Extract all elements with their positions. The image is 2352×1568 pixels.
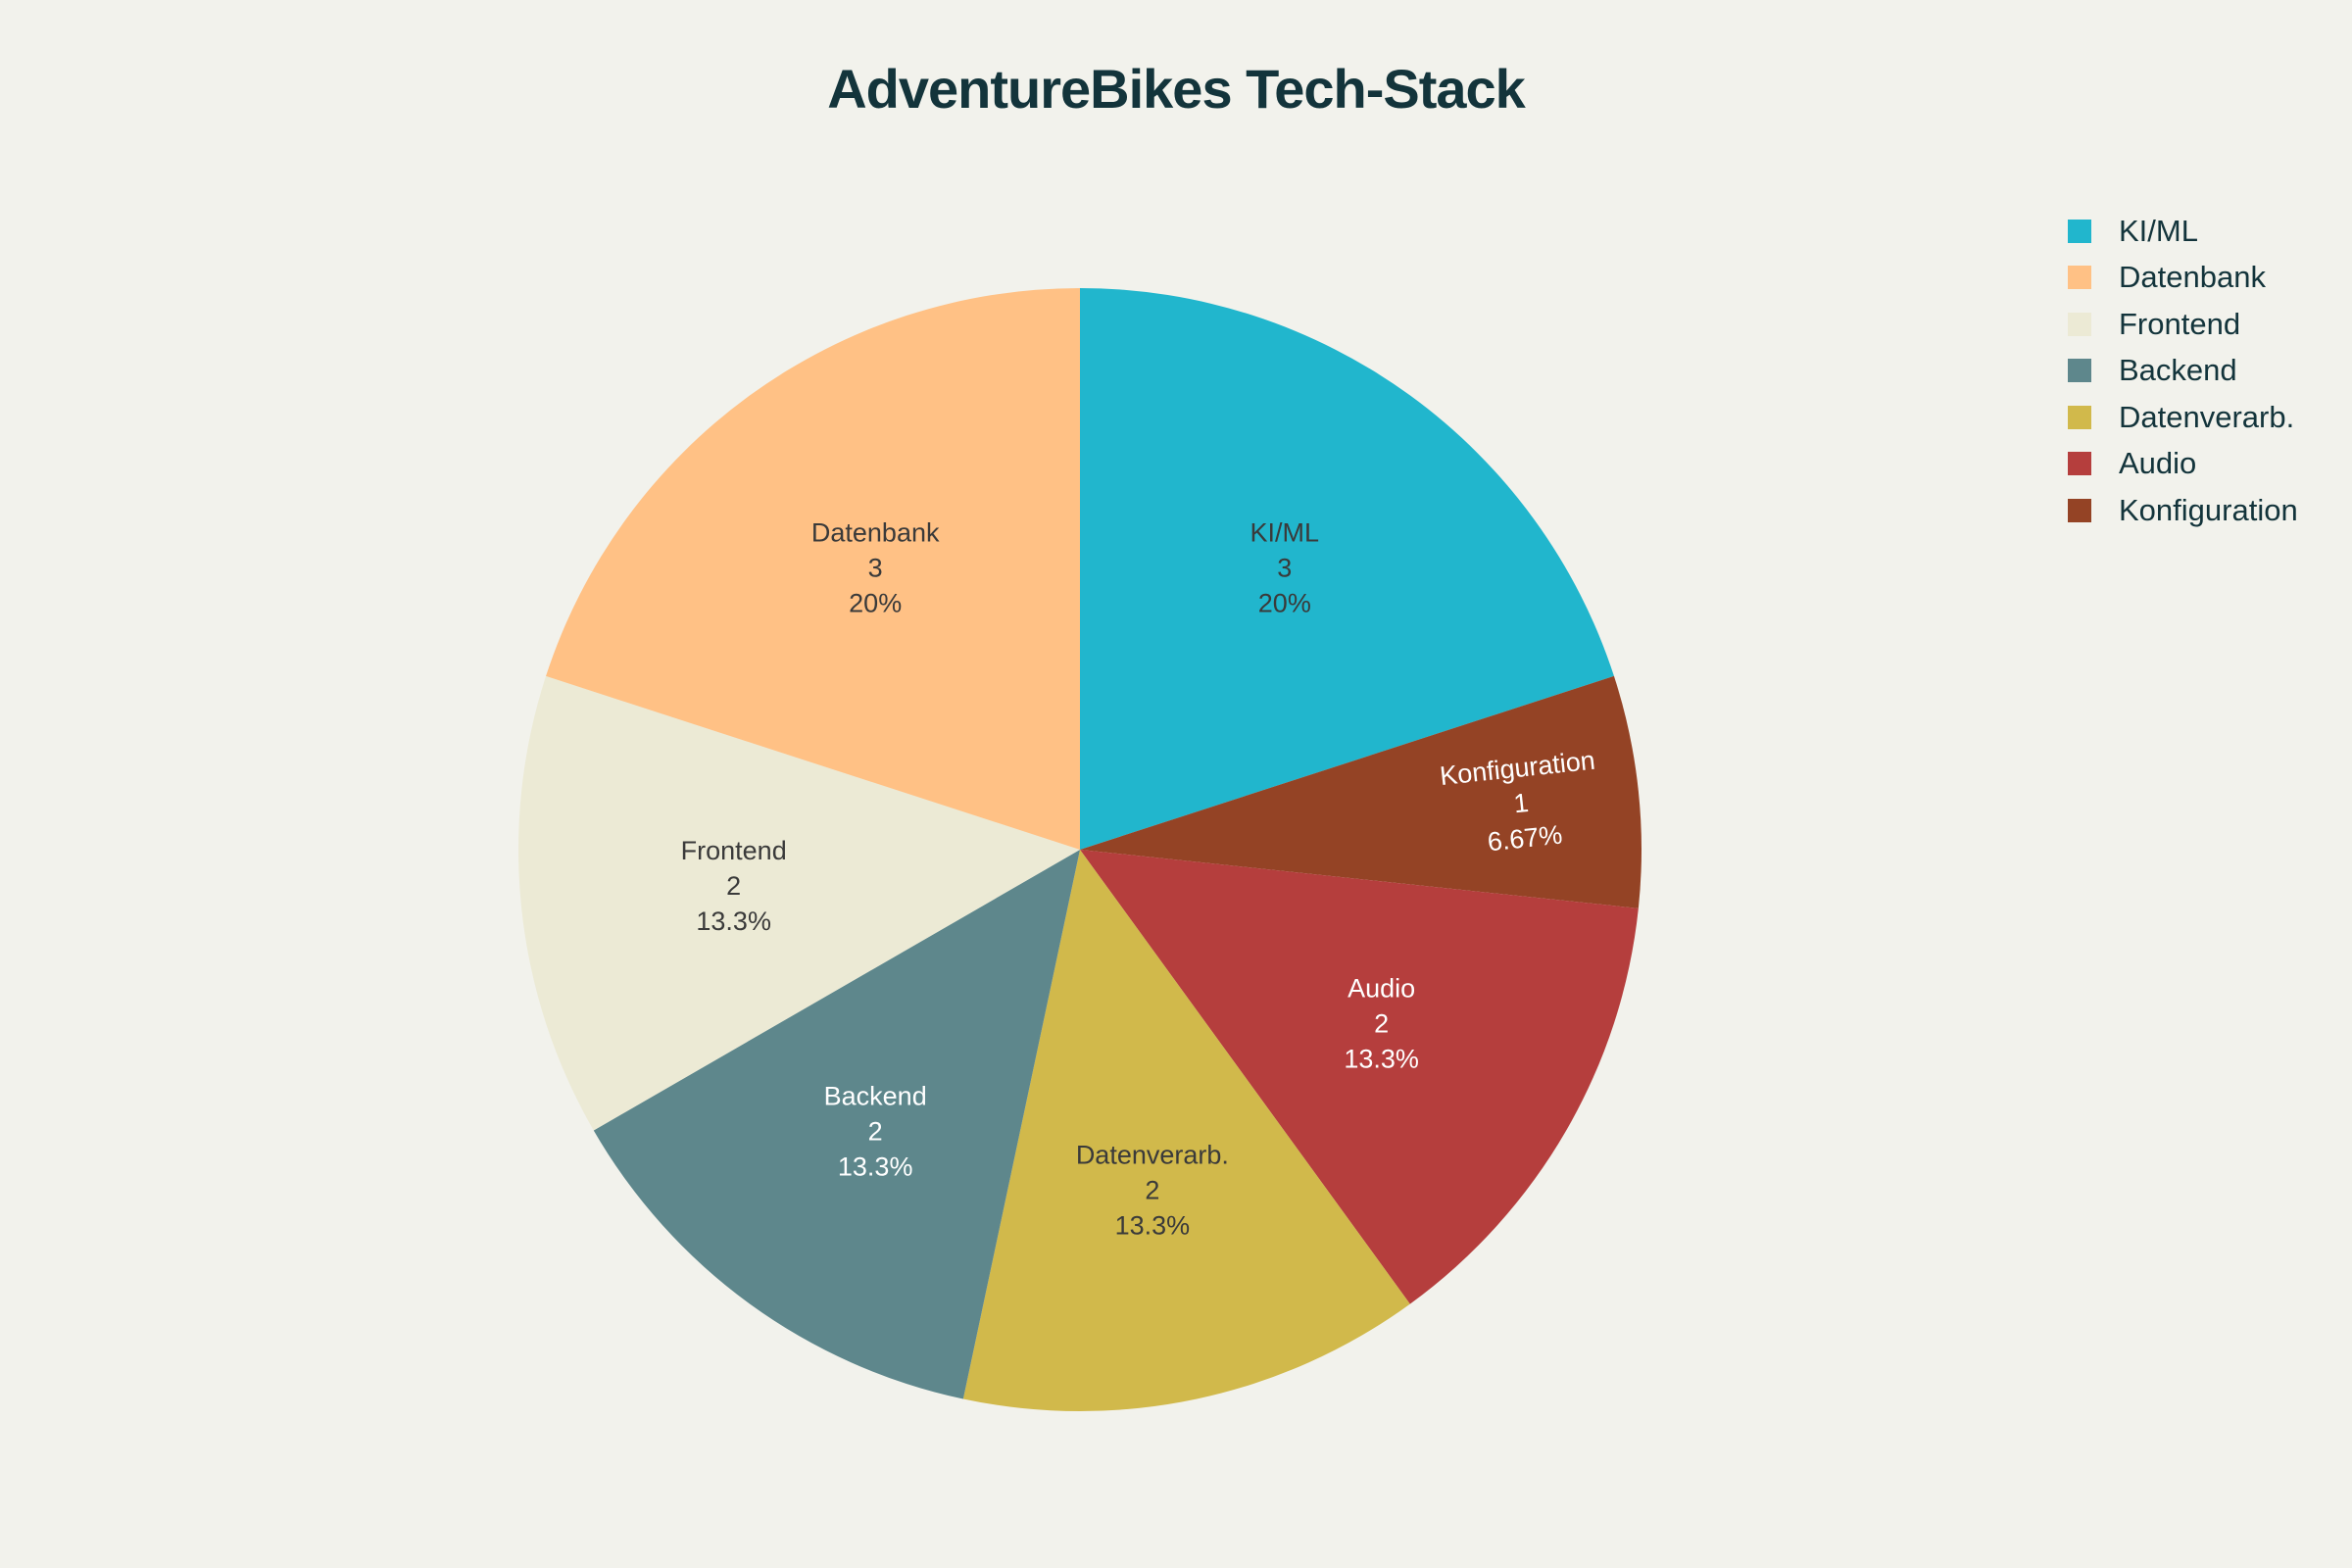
chart-title: AdventureBikes Tech-Stack [827, 58, 1526, 120]
legend-label: Datenverarb. [2119, 399, 2295, 434]
slice-label-datenbank: Datenbank 3 20% [811, 518, 940, 618]
legend-swatch [2068, 452, 2091, 476]
legend-label: KI/ML [2119, 213, 2198, 248]
slice-label-audio: Audio 2 13.3% [1344, 974, 1419, 1074]
legend-swatch [2068, 312, 2091, 336]
legend-label: Audio [2119, 446, 2197, 481]
slice-label-ki-ml: KI/ML 3 20% [1250, 518, 1320, 618]
legend-label: Konfiguration [2119, 492, 2298, 527]
slice-label-datenverarb: Datenverarb. 2 13.3% [1076, 1140, 1229, 1240]
legend-item-datenverarb[interactable]: Datenverarb. [2068, 394, 2298, 441]
legend-swatch [2068, 219, 2091, 243]
legend-item-audio[interactable]: Audio [2068, 441, 2298, 488]
legend-item-ki-ml[interactable]: KI/ML [2068, 208, 2298, 255]
legend-item-frontend[interactable]: Frontend [2068, 301, 2298, 348]
legend-label: Backend [2119, 353, 2237, 388]
pie-slice-datenverarb [962, 850, 1410, 1411]
legend-item-konfiguration[interactable]: Konfiguration [2068, 487, 2298, 534]
legend-item-backend[interactable]: Backend [2068, 348, 2298, 395]
legend-swatch [2068, 405, 2091, 429]
slice-label-backend: Backend 2 13.3% [824, 1081, 927, 1181]
pie-slice-datenbank [546, 288, 1080, 850]
legend-swatch [2068, 498, 2091, 522]
pie-slice-backend [593, 850, 1080, 1399]
pie-slice-konfiguration [1080, 675, 1642, 908]
legend-label: Datenbank [2119, 260, 2266, 295]
pie-slice-ki-ml [1080, 288, 1614, 850]
legend: KI/ML Datenbank Frontend Backend Datenverarb… [2068, 208, 2298, 534]
legend-swatch [2068, 359, 2091, 383]
legend-label: Frontend [2119, 306, 2241, 341]
pie-slice-frontend [518, 675, 1080, 1131]
pie-slice-audio [1080, 850, 1639, 1304]
legend-swatch [2068, 266, 2091, 290]
slice-label-frontend: Frontend 2 13.3% [681, 836, 787, 936]
legend-item-datenbank[interactable]: Datenbank [2068, 255, 2298, 302]
